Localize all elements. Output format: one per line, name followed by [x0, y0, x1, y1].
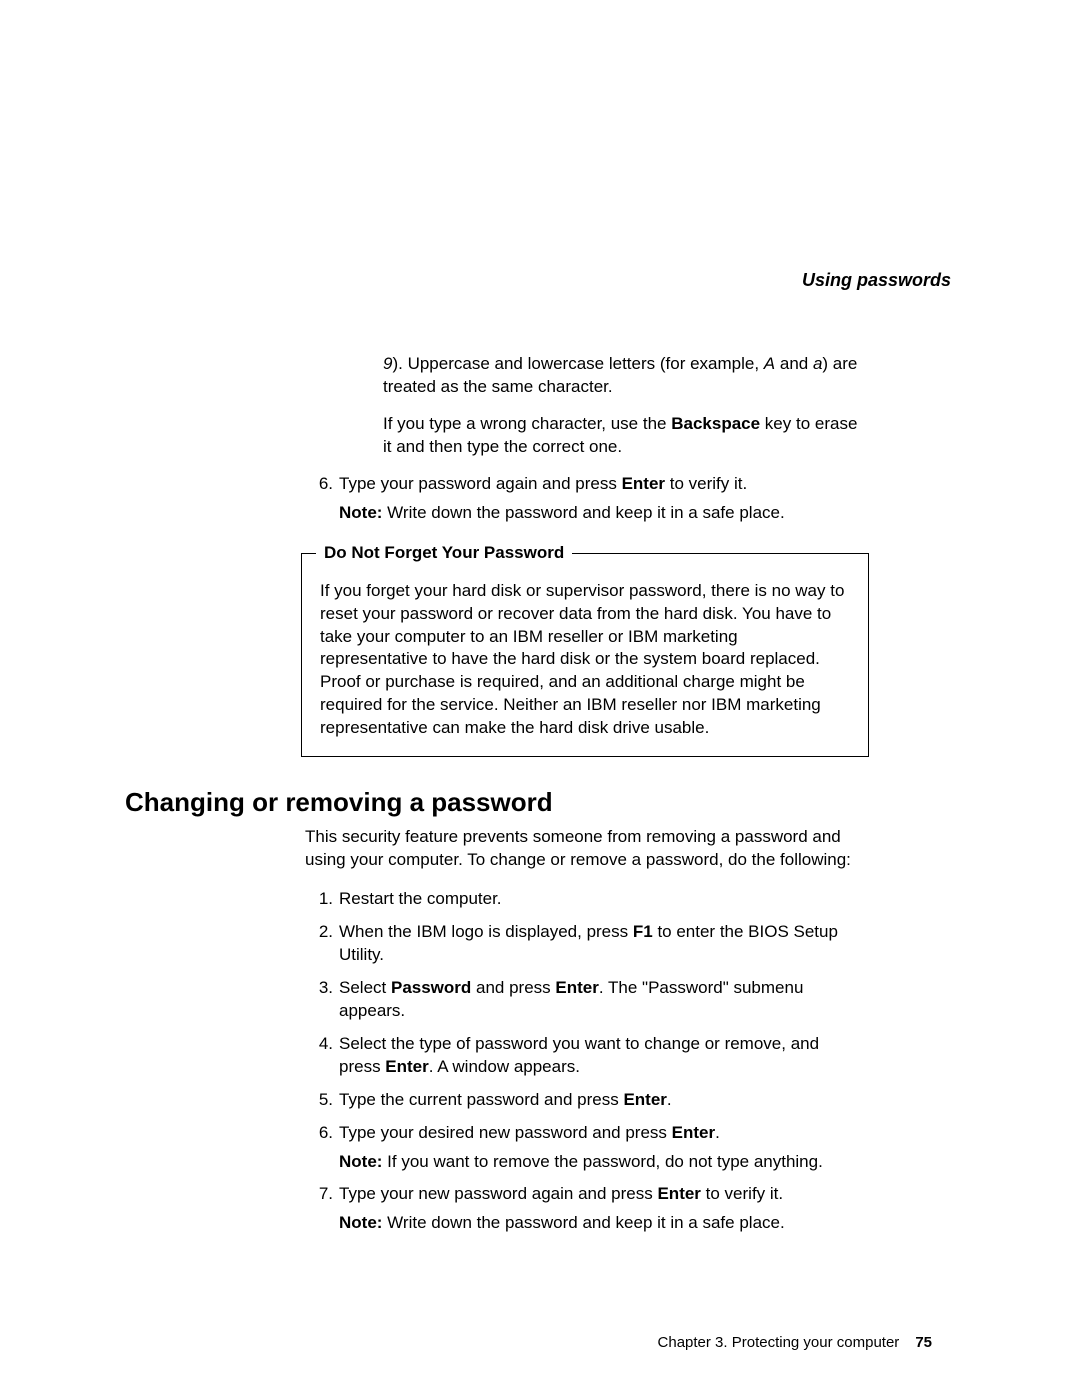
note-label: Note: — [339, 503, 382, 522]
text-segment: . — [715, 1123, 720, 1142]
note-line: Note: Write down the password and keep i… — [339, 1212, 861, 1235]
section-heading: Changing or removing a password — [125, 787, 955, 818]
list-number: 4. — [305, 1033, 339, 1079]
list-item-1: 1. Restart the computer. — [305, 888, 861, 911]
text-segment: Type your desired new password and press — [339, 1123, 672, 1142]
list-item-6: 6. Type your password again and press En… — [305, 473, 861, 525]
list-body: Select Password and press Enter. The "Pa… — [339, 977, 861, 1023]
italic-a: a — [813, 354, 822, 373]
text-segment: When the IBM logo is displayed, press — [339, 922, 633, 941]
para-case-insensitive: 9). Uppercase and lowercase letters (for… — [383, 353, 861, 399]
warning-title: Do Not Forget Your Password — [316, 542, 572, 565]
list-number: 6. — [305, 473, 339, 525]
bold-enter: Enter — [622, 474, 665, 493]
text-segment: . A window appears. — [429, 1057, 580, 1076]
text-segment: and — [775, 354, 813, 373]
note-label: Note: — [339, 1213, 382, 1232]
text-segment: Select — [339, 978, 391, 997]
text-segment: . — [667, 1090, 672, 1109]
running-header: Using passwords — [125, 270, 955, 291]
note-line: Note: If you want to remove the password… — [339, 1151, 861, 1174]
italic-A: A — [764, 354, 775, 373]
text-segment: Type the current password and press — [339, 1090, 623, 1109]
list-body: Restart the computer. — [339, 888, 861, 911]
note-text: Write down the password and keep it in a… — [382, 503, 784, 522]
page-footer: Chapter 3. Protecting your computer 75 — [658, 1334, 932, 1351]
list-number: 6. — [305, 1122, 339, 1174]
list-item-7: 7. Type your new password again and pres… — [305, 1183, 861, 1235]
list-number: 5. — [305, 1089, 339, 1112]
list-item-2: 2. When the IBM logo is displayed, press… — [305, 921, 861, 967]
list-number: 2. — [305, 921, 339, 967]
para-backspace: If you type a wrong character, use the B… — [383, 413, 861, 459]
list-number: 7. — [305, 1183, 339, 1235]
bold-enter: Enter — [623, 1090, 666, 1109]
list-body: Type the current password and press Ente… — [339, 1089, 861, 1112]
text-segment: and press — [471, 978, 555, 997]
text-segment: Type your new password again and press — [339, 1184, 657, 1203]
text-segment: Type your password again and press — [339, 474, 622, 493]
text-segment: to verify it. — [665, 474, 747, 493]
footer-page-number: 75 — [915, 1334, 932, 1351]
list-body: Type your new password again and press E… — [339, 1183, 861, 1235]
list-number: 1. — [305, 888, 339, 911]
bold-enter: Enter — [385, 1057, 428, 1076]
note-text: If you want to remove the password, do n… — [382, 1152, 822, 1171]
footer-chapter: Chapter 3. Protecting your computer — [658, 1334, 900, 1351]
section-intro: This security feature prevents someone f… — [305, 826, 861, 872]
text-segment: If you type a wrong character, use the — [383, 414, 671, 433]
note-label: Note: — [339, 1152, 382, 1171]
list-item-6b: 6. Type your desired new password and pr… — [305, 1122, 861, 1174]
list-item-3: 3. Select Password and press Enter. The … — [305, 977, 861, 1023]
list-body: When the IBM logo is displayed, press F1… — [339, 921, 861, 967]
list-body: Select the type of password you want to … — [339, 1033, 861, 1079]
bold-enter: Enter — [672, 1123, 715, 1142]
list-item-4: 4. Select the type of password you want … — [305, 1033, 861, 1079]
bold-password: Password — [391, 978, 471, 997]
list-body: Type your password again and press Enter… — [339, 473, 861, 525]
warning-box: Do Not Forget Your Password If you forge… — [301, 553, 869, 758]
bold-enter: Enter — [555, 978, 598, 997]
continuation-block: 9). Uppercase and lowercase letters (for… — [383, 353, 861, 459]
warning-body: If you forget your hard disk or supervis… — [320, 580, 850, 741]
text-segment: ). Uppercase and lowercase letters (for … — [392, 354, 763, 373]
bold-backspace: Backspace — [671, 414, 760, 433]
text-segment: to verify it. — [701, 1184, 783, 1203]
page-content: Using passwords 9). Uppercase and lowerc… — [125, 270, 955, 1245]
list-number: 3. — [305, 977, 339, 1023]
bold-f1: F1 — [633, 922, 653, 941]
note-text: Write down the password and keep it in a… — [382, 1213, 784, 1232]
list-item-5: 5. Type the current password and press E… — [305, 1089, 861, 1112]
bold-enter: Enter — [657, 1184, 700, 1203]
list-body: Type your desired new password and press… — [339, 1122, 861, 1174]
note-line: Note: Write down the password and keep i… — [339, 502, 861, 525]
